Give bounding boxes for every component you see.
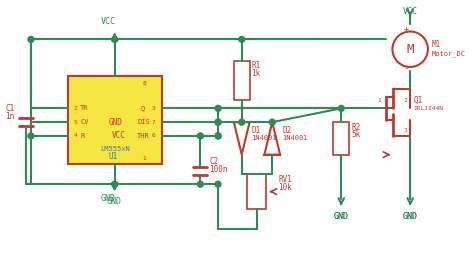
Text: D2: D2	[282, 125, 292, 134]
Circle shape	[215, 119, 221, 125]
Circle shape	[239, 119, 245, 125]
Circle shape	[28, 133, 34, 139]
Circle shape	[215, 119, 221, 125]
Circle shape	[197, 133, 203, 139]
Circle shape	[239, 37, 245, 42]
Bar	[234, 61, 250, 100]
Text: 2: 2	[403, 98, 407, 103]
Text: R2: R2	[351, 123, 360, 132]
Circle shape	[112, 181, 118, 187]
Circle shape	[215, 133, 221, 139]
Text: 4: 4	[73, 133, 77, 138]
Text: -: -	[404, 64, 409, 73]
Text: DIS: DIS	[137, 119, 150, 125]
Text: RV1: RV1	[278, 175, 292, 184]
Text: GND: GND	[108, 118, 122, 127]
Text: 2: 2	[73, 106, 77, 111]
Text: VCC: VCC	[402, 7, 417, 16]
Bar	[333, 122, 349, 155]
Circle shape	[338, 105, 344, 111]
Text: R1: R1	[252, 62, 261, 70]
Text: VCC: VCC	[100, 17, 115, 26]
Text: TR: TR	[80, 105, 89, 111]
Text: 1: 1	[142, 156, 146, 161]
Text: GND: GND	[402, 212, 417, 221]
Text: 3: 3	[152, 106, 156, 111]
Text: 1n: 1n	[5, 112, 15, 121]
Text: CV: CV	[80, 119, 89, 125]
Text: GND: GND	[402, 212, 417, 221]
Circle shape	[215, 105, 221, 111]
Circle shape	[269, 119, 275, 125]
Text: C1: C1	[5, 104, 15, 113]
Text: 5: 5	[73, 120, 77, 125]
Text: M: M	[406, 43, 414, 56]
Text: GND: GND	[333, 212, 348, 221]
Text: C2: C2	[209, 157, 219, 166]
Text: GND: GND	[107, 198, 122, 206]
Text: U1: U1	[109, 152, 118, 161]
Text: 10k: 10k	[278, 183, 292, 192]
Text: GND: GND	[333, 212, 348, 221]
Text: +: +	[404, 25, 409, 34]
Text: 1N4001: 1N4001	[282, 135, 308, 141]
Text: Q1: Q1	[413, 96, 422, 105]
Text: Motor_DC: Motor_DC	[432, 51, 466, 58]
Text: R: R	[80, 133, 84, 139]
Text: 5k: 5k	[351, 130, 360, 139]
Text: LM555xN: LM555xN	[100, 146, 130, 152]
Text: 8: 8	[142, 81, 146, 86]
FancyBboxPatch shape	[68, 76, 162, 164]
Circle shape	[112, 37, 118, 42]
Text: 7: 7	[152, 120, 156, 125]
Text: 100n: 100n	[209, 165, 228, 174]
Text: D1: D1	[252, 125, 261, 134]
Text: 1: 1	[378, 98, 382, 103]
Circle shape	[28, 37, 34, 42]
Circle shape	[215, 133, 221, 139]
Circle shape	[197, 181, 203, 187]
Text: M1: M1	[432, 40, 441, 49]
Text: VCC: VCC	[112, 132, 126, 140]
Text: 1k: 1k	[252, 69, 261, 78]
Bar	[246, 174, 266, 209]
Circle shape	[215, 181, 221, 187]
Text: IRLJZ44N: IRLJZ44N	[413, 106, 443, 111]
Text: Q: Q	[140, 105, 145, 111]
Text: GND: GND	[100, 194, 115, 204]
Text: 6: 6	[152, 133, 156, 138]
Text: 3: 3	[403, 128, 407, 133]
Text: THR: THR	[137, 133, 150, 139]
Text: 1N4001: 1N4001	[252, 135, 277, 141]
